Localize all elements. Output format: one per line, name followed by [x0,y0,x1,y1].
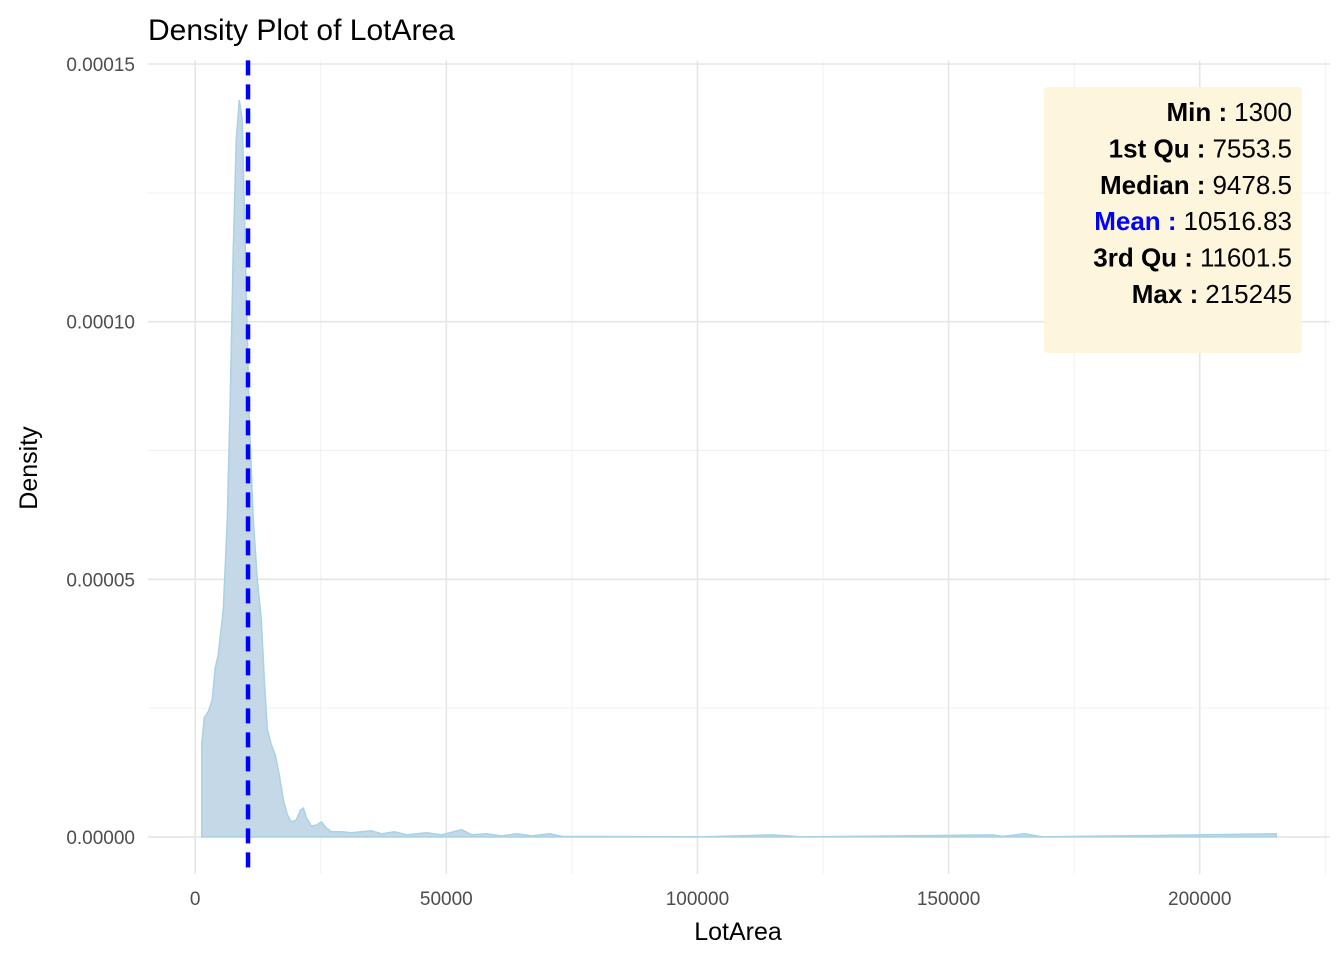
stats-line: 3rd Qu :11601.5 [1093,243,1292,273]
stats-line: Min :1300 [1167,97,1293,127]
y-axis-title: Density [15,426,43,510]
stats-label: 1st Qu : [1109,133,1206,163]
stats-label: 3rd Qu : [1093,243,1193,273]
y-tick-label: 0.00010 [66,313,135,334]
y-tick-label: 0.00000 [66,828,135,849]
stats-value: 1300 [1234,97,1292,127]
stats-label: Min : [1167,97,1228,127]
stats-value: 215245 [1205,279,1292,309]
stats-value: 10516.83 [1184,206,1292,236]
stats-label: Median : [1100,170,1205,200]
x-tick-label: 150000 [917,889,980,910]
stats-label: Max : [1132,279,1198,309]
stats-line: 1st Qu :7553.5 [1109,133,1292,163]
stats-line: Mean : 10516.83 [1094,206,1292,236]
stats-label: Mean : [1094,206,1176,236]
y-tick-label: 0.00015 [66,55,135,76]
stats-value: 7553.5 [1212,133,1292,163]
stats-box [1044,87,1302,353]
x-tick-label: 50000 [420,889,473,910]
density-area [200,99,1278,838]
x-axis-title: LotArea [694,918,782,946]
stats-value: 9478.5 [1212,170,1292,200]
chart-title: Density Plot of LotArea [148,14,455,47]
x-tick-label: 0 [190,889,201,910]
stats-line: Median :9478.5 [1100,170,1292,200]
stats-value: 11601.5 [1200,243,1292,273]
x-tick-label: 200000 [1168,889,1231,910]
x-tick-label: 100000 [666,889,729,910]
stats-line: Max :215245 [1132,279,1292,309]
y-tick-label: 0.00005 [66,570,135,591]
